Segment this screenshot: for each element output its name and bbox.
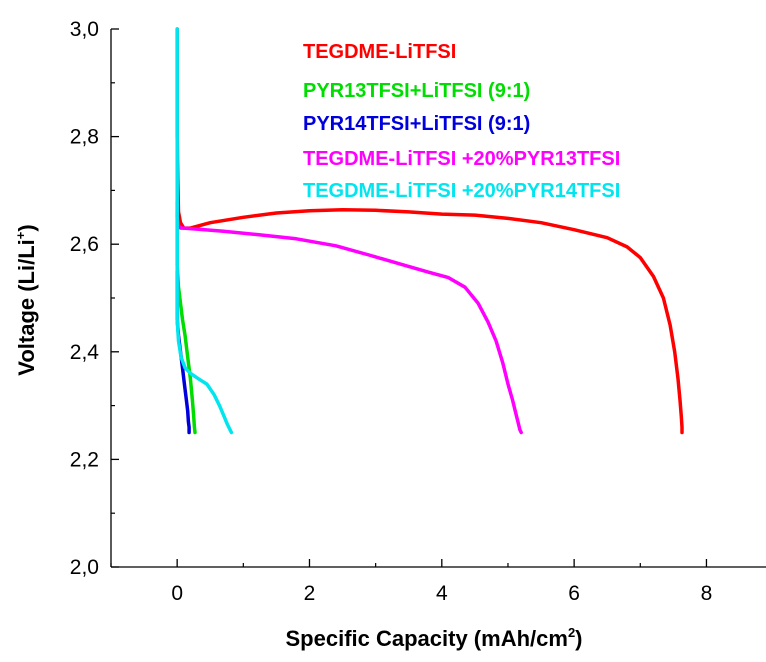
y-tick-label: 2,4: [70, 341, 100, 364]
y-tick-label: 2,6: [70, 233, 99, 256]
axes: 2,0 2,2 2,4 2,6 2,8 3,0 0 2 4 6 8: [70, 18, 766, 605]
legend-entry: TEGDME-LiTFSI +20%PYR14TFSI: [303, 180, 620, 202]
legend-entry: PYR13TFSI+LiTFSI (9:1): [303, 80, 530, 102]
x-axis-title: Specific Capacity (mAh/cm2): [286, 625, 583, 651]
y-axis-title: Voltage (Li/Li+): [13, 224, 39, 375]
y-tick-label: 2,2: [70, 448, 99, 471]
y-tick-label: 2,8: [70, 126, 99, 149]
series-line: [175, 27, 234, 435]
series-line: [175, 27, 684, 435]
series-line: [175, 199, 523, 435]
x-tick-label: 0: [171, 582, 183, 605]
legend: TEGDME-LiTFSI PYR13TFSI+LiTFSI (9:1) PYR14…: [303, 41, 620, 202]
series-layer: [175, 27, 684, 435]
y-tick-label: 2,0: [70, 556, 99, 579]
legend-entry: PYR14TFSI+LiTFSI (9:1): [303, 113, 530, 135]
legend-entry: TEGDME-LiTFSI: [303, 41, 456, 63]
x-tick-label: 2: [304, 582, 316, 605]
x-tick-label: 8: [701, 582, 713, 605]
x-tick-label: 4: [436, 582, 448, 605]
legend-entry: TEGDME-LiTFSI +20%PYR13TFSI: [303, 148, 620, 170]
y-tick-label: 3,0: [70, 18, 99, 41]
x-tick-label: 6: [568, 582, 580, 605]
